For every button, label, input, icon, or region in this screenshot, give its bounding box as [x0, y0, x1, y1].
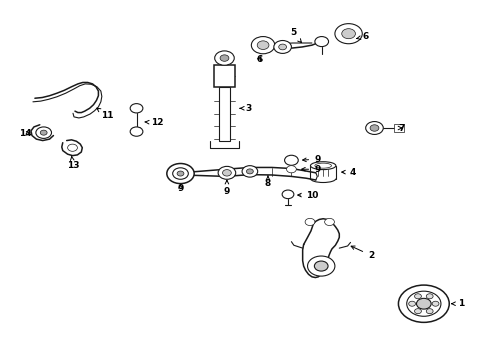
Circle shape [315, 37, 329, 46]
FancyBboxPatch shape [394, 124, 404, 132]
Circle shape [325, 219, 334, 226]
Circle shape [274, 41, 292, 53]
Circle shape [130, 104, 143, 113]
Circle shape [315, 261, 328, 271]
Circle shape [366, 122, 383, 134]
Circle shape [130, 127, 143, 136]
Text: 6: 6 [357, 32, 369, 41]
Text: 10: 10 [298, 190, 319, 199]
Circle shape [251, 37, 275, 54]
Text: 11: 11 [97, 108, 114, 120]
Ellipse shape [311, 162, 336, 170]
Ellipse shape [315, 163, 331, 168]
Circle shape [416, 298, 431, 309]
Text: 4: 4 [342, 168, 356, 177]
Text: 5: 5 [290, 28, 301, 42]
Circle shape [342, 29, 355, 39]
Text: 9: 9 [302, 165, 320, 174]
Text: 7: 7 [398, 123, 405, 132]
Text: 9: 9 [303, 155, 320, 164]
Circle shape [222, 170, 231, 176]
Text: 14: 14 [19, 129, 31, 138]
Text: 12: 12 [145, 118, 163, 127]
Circle shape [287, 166, 296, 173]
Circle shape [409, 301, 416, 306]
Text: 6: 6 [256, 55, 262, 64]
Circle shape [215, 51, 234, 65]
Circle shape [177, 171, 184, 176]
Circle shape [335, 24, 362, 44]
Circle shape [40, 130, 47, 135]
Text: 1: 1 [452, 299, 464, 308]
Circle shape [282, 190, 294, 199]
Circle shape [167, 163, 194, 184]
Circle shape [308, 256, 335, 276]
Circle shape [218, 166, 236, 179]
FancyBboxPatch shape [214, 65, 235, 87]
Text: 3: 3 [240, 104, 252, 113]
Circle shape [426, 294, 433, 299]
Circle shape [415, 294, 421, 299]
Text: 2: 2 [351, 246, 374, 260]
Circle shape [242, 166, 258, 177]
Circle shape [426, 309, 433, 314]
Circle shape [257, 41, 269, 49]
Circle shape [432, 301, 439, 306]
Circle shape [246, 169, 253, 174]
Text: 13: 13 [67, 156, 79, 170]
Circle shape [220, 55, 229, 61]
Circle shape [407, 291, 441, 316]
Circle shape [285, 155, 298, 165]
Circle shape [279, 44, 287, 50]
Circle shape [415, 309, 421, 314]
Text: 9: 9 [224, 180, 230, 196]
Text: 8: 8 [265, 176, 271, 188]
Circle shape [36, 127, 51, 138]
Text: 9: 9 [177, 184, 184, 193]
FancyBboxPatch shape [219, 87, 230, 140]
Circle shape [370, 125, 379, 131]
Circle shape [172, 168, 188, 179]
Circle shape [305, 219, 315, 226]
Circle shape [398, 285, 449, 322]
Circle shape [68, 144, 77, 151]
